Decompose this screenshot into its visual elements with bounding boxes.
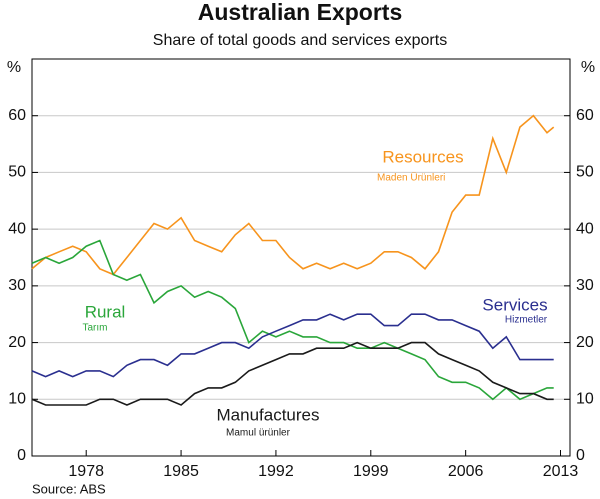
y-tick-label: 0 <box>17 447 26 464</box>
series-label: Rural <box>85 302 126 321</box>
y2-tick-label: 30 <box>576 277 594 294</box>
y2-axis-label: % <box>581 59 595 76</box>
plot-frame <box>31 58 571 457</box>
series-label: Resources <box>382 147 463 166</box>
y-tick-label: 20 <box>8 334 26 351</box>
x-tick-label: 1992 <box>258 463 294 480</box>
y-tick-label: 40 <box>8 220 26 237</box>
series-annotation: Maden Ürünleri <box>377 172 445 184</box>
y-tick-label: 10 <box>8 391 26 408</box>
y2-tick-label: 20 <box>576 334 594 351</box>
x-tick-label: 2013 <box>543 463 579 480</box>
series-line <box>31 341 554 406</box>
source: Source: ABS <box>32 481 106 496</box>
y2-tick-label: 0 <box>576 447 585 464</box>
series-label: Services <box>482 295 547 314</box>
y-axis-label: % <box>7 59 21 76</box>
chart-title: Australian Exports <box>198 0 403 25</box>
series-line <box>31 114 555 276</box>
chart-subtitle: Share of total goods and services export… <box>153 32 447 49</box>
x-tick-label: 1978 <box>68 463 104 480</box>
x-tick-label: 1985 <box>163 463 199 480</box>
y2-tick-label: 50 <box>576 164 594 181</box>
series-annotation: Tarım <box>83 323 108 334</box>
y2-tick-label: 40 <box>576 220 594 237</box>
y2-tick-label: 10 <box>576 391 594 408</box>
y-tick-label: 30 <box>8 277 26 294</box>
y-tick-label: 50 <box>8 164 26 181</box>
y2-tick-label: 60 <box>576 107 594 124</box>
y-tick-label: 60 <box>8 107 26 124</box>
series-annotation: Mamul ürünler <box>226 428 291 439</box>
series-label: Manufactures <box>217 405 320 424</box>
series-line <box>31 239 554 401</box>
series-line <box>31 313 554 378</box>
x-tick-label: 1999 <box>353 463 389 480</box>
series-annotation: Hizmetler <box>505 315 548 326</box>
x-tick-label: 2006 <box>448 463 484 480</box>
